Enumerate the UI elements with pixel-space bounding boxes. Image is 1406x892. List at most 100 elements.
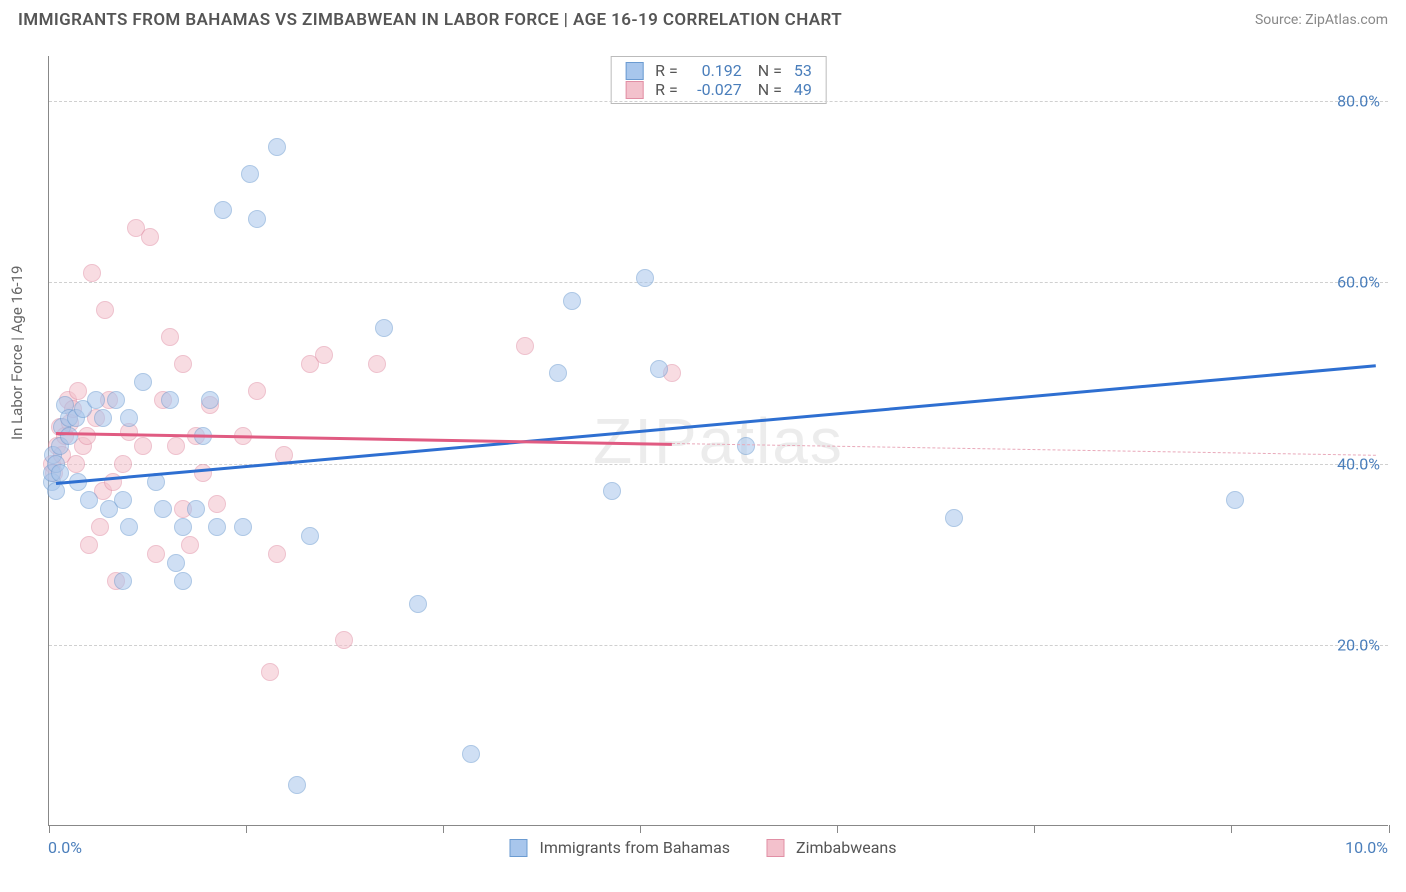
scatter-point: [87, 391, 105, 409]
scatter-point: [603, 482, 621, 500]
scatter-point: [174, 572, 192, 590]
scatter-point: [409, 595, 427, 613]
plot-area: ZIPatlas R =0.192 N = 53R =-0.027 N = 49…: [48, 56, 1388, 826]
y-tick-label: 60.0%: [1337, 273, 1380, 292]
scatter-point: [167, 554, 185, 572]
scatter-point: [91, 518, 109, 536]
x-tick: [1389, 825, 1390, 833]
scatter-point: [174, 518, 192, 536]
scatter-point: [563, 292, 581, 310]
scatter-point: [368, 355, 386, 373]
scatter-point: [161, 391, 179, 409]
gridline: [49, 101, 1388, 102]
scatter-point: [301, 527, 319, 545]
scatter-point: [114, 491, 132, 509]
legend-swatch: [509, 839, 527, 857]
scatter-point: [114, 572, 132, 590]
scatter-point: [636, 269, 654, 287]
r-label: R =: [655, 61, 678, 80]
x-axis-max-label: 10.0%: [1345, 838, 1388, 857]
scatter-point: [248, 210, 266, 228]
scatter-point: [94, 409, 112, 427]
y-tick-label: 20.0%: [1337, 635, 1380, 654]
legend-swatch: [766, 839, 784, 857]
r-value: 0.192: [686, 61, 742, 80]
chart-title: IMMIGRANTS FROM BAHAMAS VS ZIMBABWEAN IN…: [18, 10, 842, 30]
scatter-point: [234, 518, 252, 536]
scatter-point: [288, 776, 306, 794]
n-value: 49: [790, 80, 812, 99]
gridline: [49, 645, 1388, 646]
scatter-point: [650, 360, 668, 378]
scatter-point: [134, 373, 152, 391]
scatter-point: [1226, 491, 1244, 509]
correlation-stats-box: R = 0.192 N = 53 R = -0.027 N = 49: [610, 56, 827, 104]
x-tick: [1231, 825, 1232, 833]
scatter-point: [80, 536, 98, 554]
scatter-point: [194, 464, 212, 482]
scatter-point: [174, 355, 192, 373]
scatter-point: [208, 518, 226, 536]
legend-label: Zimbabweans: [796, 838, 896, 857]
stat-row: R = -0.027 N = 49: [625, 80, 812, 99]
x-tick: [246, 825, 247, 833]
scatter-point: [107, 391, 125, 409]
series-swatch: [625, 62, 643, 80]
x-tick: [443, 825, 444, 833]
r-label: R =: [655, 80, 678, 99]
scatter-point: [241, 165, 259, 183]
scatter-point: [375, 319, 393, 337]
scatter-point: [208, 495, 226, 513]
scatter-point: [181, 536, 199, 554]
r-value: -0.027: [686, 80, 742, 99]
legend-item: Immigrants from Bahamas: [509, 838, 730, 857]
scatter-point: [96, 301, 114, 319]
scatter-point: [83, 264, 101, 282]
n-label: N =: [750, 80, 782, 99]
scatter-point: [261, 663, 279, 681]
x-axis-min-label: 0.0%: [48, 838, 82, 857]
stat-row: R = 0.192 N = 53: [625, 61, 812, 80]
legend-item: Zimbabweans: [766, 838, 896, 857]
y-axis-title: In Labor Force | Age 16-19: [8, 266, 26, 440]
scatter-point: [516, 337, 534, 355]
y-tick-label: 40.0%: [1337, 454, 1380, 473]
source-label: Source: ZipAtlas.com: [1255, 12, 1388, 28]
x-tick: [1034, 825, 1035, 833]
x-tick: [640, 825, 641, 833]
scatter-point: [737, 437, 755, 455]
scatter-point: [141, 228, 159, 246]
trend-line-extrapolated: [672, 443, 1376, 456]
scatter-point: [60, 427, 78, 445]
scatter-point: [78, 427, 96, 445]
scatter-point: [134, 437, 152, 455]
scatter-point: [80, 491, 98, 509]
scatter-point: [154, 500, 172, 518]
scatter-point: [335, 631, 353, 649]
n-value: 53: [790, 61, 812, 80]
scatter-point: [945, 509, 963, 527]
scatter-point: [268, 138, 286, 156]
scatter-point: [248, 382, 266, 400]
scatter-point: [315, 346, 333, 364]
scatter-point: [67, 455, 85, 473]
scatter-point: [161, 328, 179, 346]
x-tick: [837, 825, 838, 833]
scatter-point: [120, 409, 138, 427]
scatter-point: [167, 437, 185, 455]
scatter-point: [147, 545, 165, 563]
series-swatch: [625, 81, 643, 99]
legend-label: Immigrants from Bahamas: [539, 838, 730, 857]
scatter-point: [268, 545, 286, 563]
scatter-point: [69, 382, 87, 400]
scatter-point: [201, 391, 219, 409]
scatter-point: [214, 201, 232, 219]
scatter-point: [187, 500, 205, 518]
title-bar: IMMIGRANTS FROM BAHAMAS VS ZIMBABWEAN IN…: [0, 0, 1406, 34]
gridline: [49, 282, 1388, 283]
legend: Immigrants from Bahamas Zimbabweans: [509, 838, 896, 857]
n-label: N =: [750, 61, 782, 80]
y-tick-label: 80.0%: [1337, 92, 1380, 111]
scatter-point: [462, 745, 480, 763]
scatter-point: [549, 364, 567, 382]
